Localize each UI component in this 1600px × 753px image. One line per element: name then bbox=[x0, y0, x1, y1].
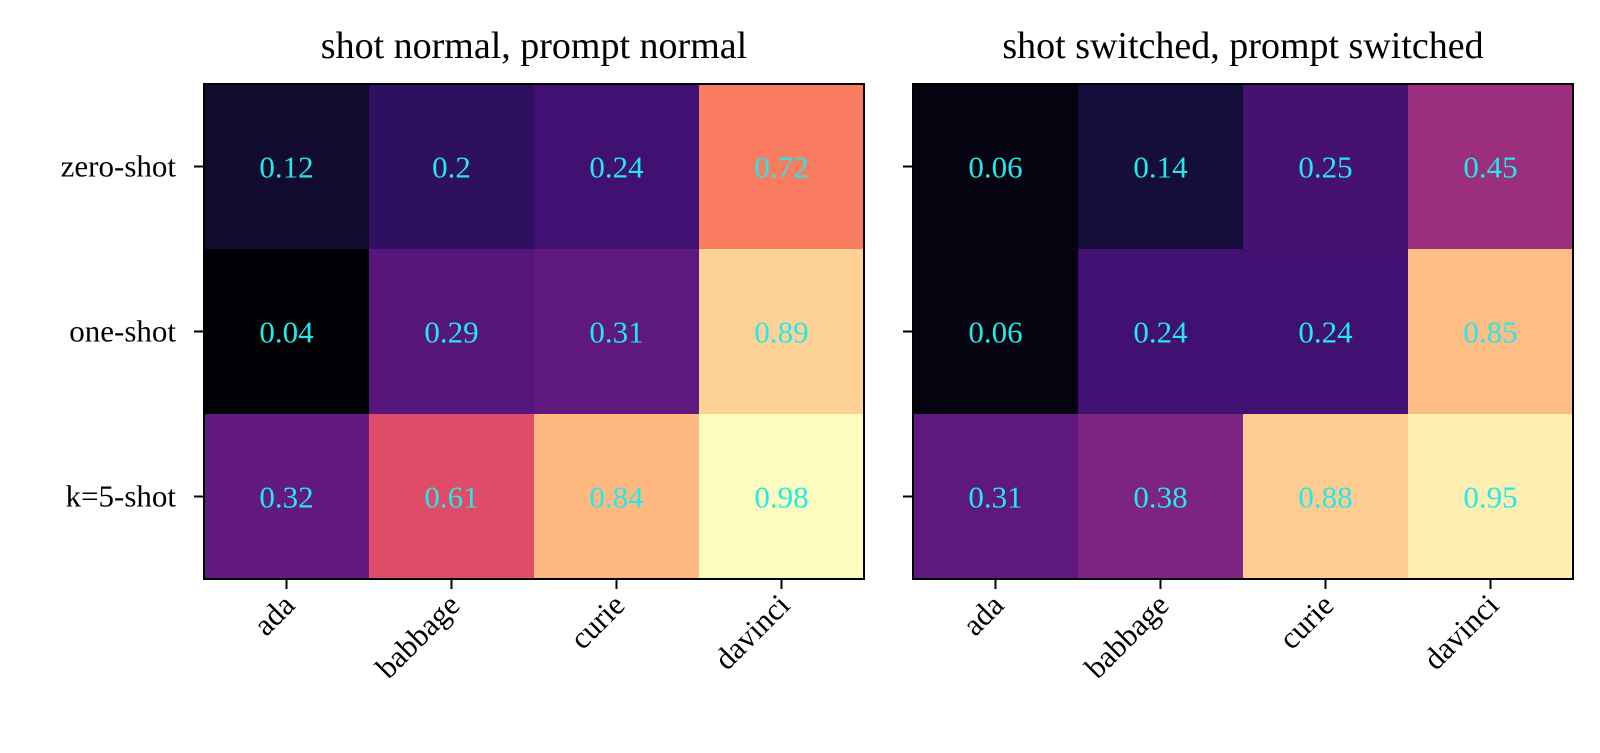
cell-value-label-0-2: 0.25 bbox=[1298, 150, 1352, 185]
y-tick-label-0: zero-shot bbox=[61, 149, 177, 184]
heatmap-cell-1-1 bbox=[369, 249, 535, 415]
heatmap-cell-1-2 bbox=[534, 249, 700, 415]
heatmap-cell-2-1 bbox=[1078, 414, 1244, 580]
panel-title: shot switched, prompt switched bbox=[1002, 25, 1483, 67]
cell-value-label-2-0: 0.32 bbox=[259, 480, 313, 515]
cell-value-label-1-2: 0.31 bbox=[589, 315, 643, 350]
cell-value-label-0-0: 0.06 bbox=[968, 150, 1022, 185]
heatmap-cell-2-1 bbox=[369, 414, 535, 580]
cell-value-label-2-1: 0.38 bbox=[1133, 480, 1187, 515]
heatmap-panel-normal: 0.12 0.2 0.24 0.72 0.04 0.29 0.31 0.89 0.32 0.61 0… bbox=[61, 25, 865, 685]
cell-value-label-1-0: 0.06 bbox=[968, 315, 1022, 350]
x-tick-label-2: curie bbox=[563, 587, 632, 656]
cell-value-label-0-1: 0.14 bbox=[1133, 150, 1188, 185]
cell-value-label-2-2: 0.88 bbox=[1298, 480, 1352, 515]
cell-value-label-1-1: 0.24 bbox=[1133, 315, 1188, 350]
heatmap-cell-1-0 bbox=[913, 249, 1079, 415]
y-tick-label-2: k=5-shot bbox=[66, 479, 177, 514]
heatmap-cell-1-3 bbox=[699, 249, 865, 415]
panel-title: shot normal, prompt normal bbox=[321, 25, 747, 67]
x-tick-label-0: ada bbox=[246, 587, 301, 642]
heatmap-cell-0-2 bbox=[1243, 84, 1409, 250]
heatmap-cell-1-3 bbox=[1408, 249, 1574, 415]
heatmap-cell-0-2 bbox=[534, 84, 700, 250]
x-tick-label-3: davinci bbox=[707, 587, 797, 677]
heatmap-cell-2-0 bbox=[204, 414, 370, 580]
x-tick-label-1: babbage bbox=[1078, 587, 1176, 685]
heatmap-cell-0-1 bbox=[1078, 84, 1244, 250]
x-tick-label-0: ada bbox=[955, 587, 1010, 642]
cell-value-label-1-1: 0.29 bbox=[424, 315, 478, 350]
heatmap-cell-1-1 bbox=[1078, 249, 1244, 415]
heatmap-panel-switched: 0.06 0.14 0.25 0.45 0.06 0.24 0.24 0.85 0.31 0.38… bbox=[903, 25, 1574, 685]
cell-value-label-2-0: 0.31 bbox=[968, 480, 1022, 515]
cell-value-label-0-0: 0.12 bbox=[259, 150, 313, 185]
cell-value-label-0-1: 0.2 bbox=[432, 150, 471, 185]
heatmap-cell-2-2 bbox=[534, 414, 700, 580]
heatmap-cell-1-2 bbox=[1243, 249, 1409, 415]
cell-value-label-2-2: 0.84 bbox=[589, 480, 644, 515]
heatmap-cell-0-1 bbox=[369, 84, 535, 250]
heatmap-cell-2-3 bbox=[1408, 414, 1574, 580]
heatmap-cell-2-0 bbox=[913, 414, 1079, 580]
heatmap-cell-1-0 bbox=[204, 249, 370, 415]
cell-value-label-2-1: 0.61 bbox=[424, 480, 478, 515]
x-tick-label-2: curie bbox=[1272, 587, 1341, 656]
cell-value-label-1-0: 0.04 bbox=[259, 315, 314, 350]
cell-value-label-2-3: 0.95 bbox=[1463, 480, 1517, 515]
cell-value-label-0-2: 0.24 bbox=[589, 150, 644, 185]
heatmap-cell-0-0 bbox=[913, 84, 1079, 250]
heatmap-cell-0-3 bbox=[699, 84, 865, 250]
heatmap-cell-0-3 bbox=[1408, 84, 1574, 250]
cell-value-label-1-3: 0.89 bbox=[754, 315, 808, 350]
x-tick-label-1: babbage bbox=[369, 587, 467, 685]
heatmap-cell-2-3 bbox=[699, 414, 865, 580]
cell-value-label-1-3: 0.85 bbox=[1463, 315, 1517, 350]
cell-value-label-1-2: 0.24 bbox=[1298, 315, 1353, 350]
heatmap-cell-0-0 bbox=[204, 84, 370, 250]
x-tick-label-3: davinci bbox=[1416, 587, 1506, 677]
y-tick-label-1: one-shot bbox=[69, 314, 176, 349]
cell-value-label-2-3: 0.98 bbox=[754, 480, 808, 515]
heatmap-cell-2-2 bbox=[1243, 414, 1409, 580]
cell-value-label-0-3: 0.72 bbox=[754, 150, 808, 185]
cell-value-label-0-3: 0.45 bbox=[1463, 150, 1517, 185]
